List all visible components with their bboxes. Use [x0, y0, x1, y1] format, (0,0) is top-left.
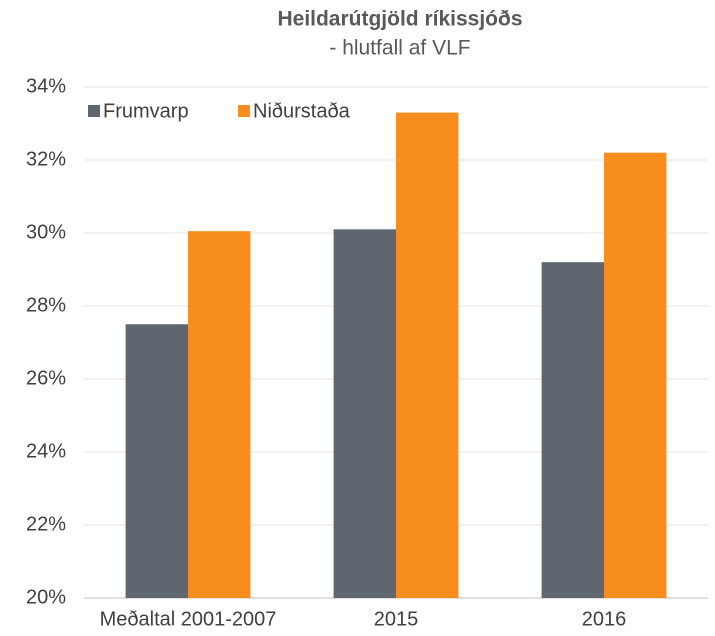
legend-swatch: [238, 105, 250, 117]
chart-title: Heildarútgjöld ríkissjóðs: [277, 8, 522, 31]
y-tick-label: 34%: [26, 75, 66, 97]
y-tick-label: 28%: [26, 294, 66, 316]
bar: [188, 231, 251, 599]
chart-subtitle: - hlutfall af VLF: [329, 37, 470, 60]
y-tick-label: 20%: [26, 586, 66, 608]
y-tick-label: 30%: [26, 221, 66, 243]
x-tick-label: Meðaltal 2001-2007: [100, 608, 277, 630]
legend-swatch: [88, 105, 100, 117]
bar: [396, 112, 459, 599]
y-tick-label: 22%: [26, 513, 66, 535]
x-tick-label: 2015: [374, 608, 419, 630]
legend-label: Niðurstaða: [253, 100, 351, 122]
legend-label: Frumvarp: [103, 100, 189, 122]
bar: [125, 324, 188, 598]
y-tick-label: 26%: [26, 367, 66, 389]
y-tick-label: 32%: [26, 148, 66, 170]
x-tick-label: 2016: [582, 608, 627, 630]
bar: [604, 152, 667, 598]
bar: [541, 262, 604, 598]
y-tick-label: 24%: [26, 440, 66, 462]
bar: [333, 229, 396, 598]
